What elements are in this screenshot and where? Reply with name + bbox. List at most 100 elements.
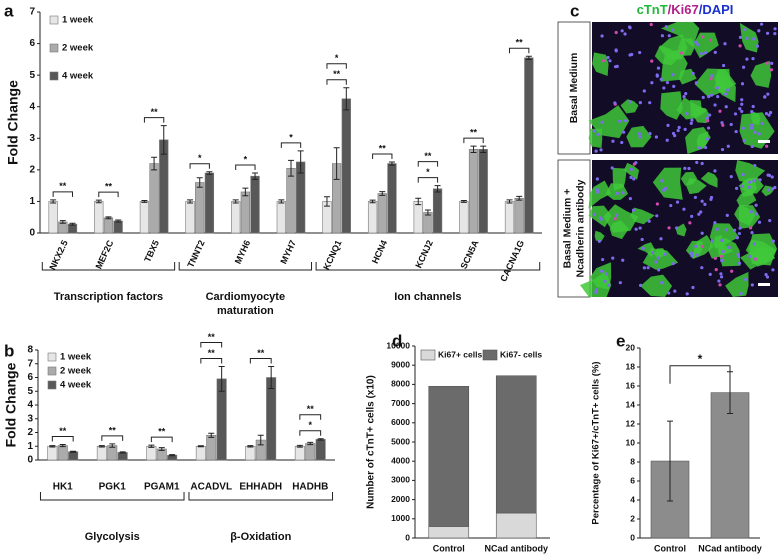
group-bracket [315,262,541,271]
x-tick-label: PGAM1 [144,482,180,493]
bar [468,149,479,234]
bar [57,445,68,461]
nucleus [764,111,769,116]
bar [276,201,286,234]
error-bar [268,366,275,389]
error-bar [516,195,523,201]
nucleus [679,51,684,55]
nucleus [697,212,701,216]
cell [652,167,683,200]
nucleus [603,279,607,283]
y-tick-label: 20 [626,342,636,352]
legend-label: 4 week [62,71,94,82]
nucleus [592,129,596,133]
bar [432,188,443,234]
significance-label: ** [208,332,216,342]
x-tick-label: CACNA1G [498,239,526,284]
nucleus [771,239,775,243]
nucleus [758,178,762,182]
nucleus [720,147,725,152]
nucleus [683,127,687,131]
nucleus [654,260,658,264]
nucleus [621,258,625,262]
nucleus [704,145,708,150]
y-tick-label: 8 [630,456,635,466]
y-tick-label: 18 [626,361,636,371]
legend-label: 1 week [62,15,94,26]
y-axis-label: Number of cTnT+ cells (x10) [366,375,377,509]
nucleus [753,163,757,168]
nucleus [714,268,718,272]
nucleus [623,119,628,123]
y-axis-label: Percentage of Ki67+/cTnT+ cells (%) [591,361,602,524]
error-bar [242,187,249,197]
cell [700,171,718,188]
nucleus [718,283,722,287]
significance-label: ** [105,182,113,192]
nucleus [642,266,646,270]
x-tick-label: HADHB [292,482,328,493]
error-bar [115,219,122,223]
nucleus [618,281,622,285]
nucleus [654,135,658,139]
group-label: Glycolysis [85,531,140,543]
error-bar [151,156,158,171]
nucleus [693,195,697,200]
error-bar [480,145,487,153]
nucleus [629,167,634,171]
cell [761,185,773,197]
legend-swatch [482,349,498,361]
significance-bracket [143,117,165,123]
bar [514,197,524,234]
cell [620,99,639,114]
error-bar [506,199,513,204]
significance-label: * [698,352,703,366]
cell [660,91,683,120]
significance-label: ** [257,348,265,358]
nucleus [673,134,677,138]
error-bar [323,196,330,207]
bar [103,217,114,234]
nucleus [748,180,752,184]
nucleus [659,77,663,81]
nucleus [682,207,686,211]
error-bar [105,216,112,220]
bar-segment [495,512,537,539]
nucleus [752,179,756,183]
bar [266,377,277,461]
nucleus [729,122,733,127]
cell [592,52,609,76]
significance-bracket [200,358,223,364]
nucleus [642,89,646,93]
y-tick-label: 2000 [391,494,410,504]
significance-bracket [101,435,124,441]
bar [107,445,118,461]
nucleus [660,34,665,38]
x-tick-label: SCN5A [459,238,481,270]
bar [504,201,515,234]
bar [305,443,316,461]
nucleus [719,254,723,258]
nucleus [755,44,760,48]
nucleus [677,125,681,130]
nucleus [675,226,679,230]
nucleus [690,214,694,218]
nucleus [638,50,642,55]
nucleus [615,213,619,217]
nucleus [606,55,610,60]
y-tick-label: 3 [29,133,35,144]
panel-letter: c [570,1,579,20]
significance-bracket [51,435,74,442]
y-tick-label: 2 [630,513,635,523]
significance-label: * [198,153,202,163]
nucleus [729,175,733,179]
nucleus [757,220,762,224]
x-tick-label: NCad antibody [698,543,762,553]
row-label-box [557,21,591,155]
y-tick-label: 7000 [391,398,410,408]
nucleus [595,177,599,181]
significance-bracket [200,342,223,348]
significance-bracket [463,137,484,144]
nucleus [641,246,645,250]
nucleus [757,132,761,136]
